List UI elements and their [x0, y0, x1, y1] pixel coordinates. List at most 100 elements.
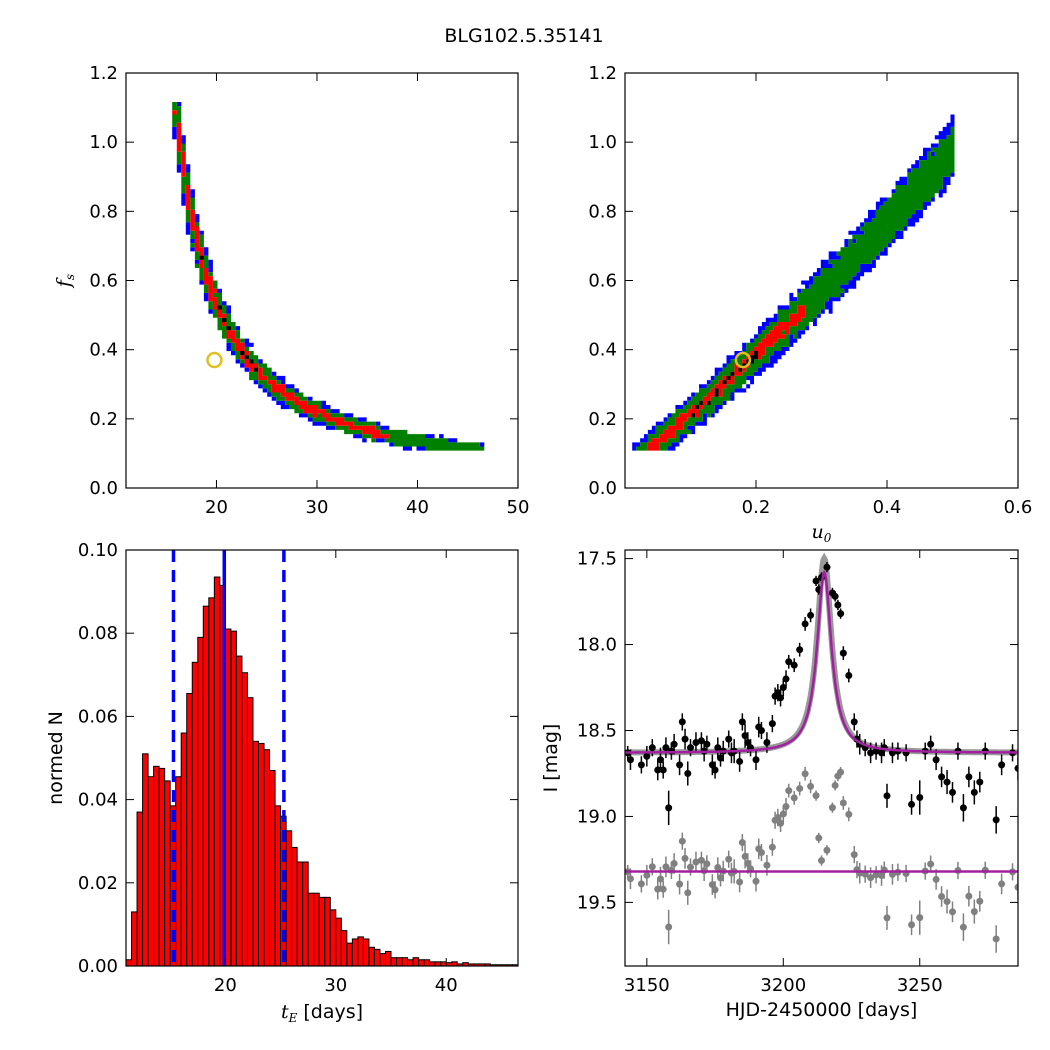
data-point [790, 661, 798, 669]
y-tick-label: 17.5 [577, 549, 617, 570]
histogram-bar [285, 830, 293, 967]
residual-point [659, 885, 667, 893]
data-point [998, 761, 1006, 769]
residual-point [744, 859, 752, 867]
residual-point [828, 804, 836, 812]
histogram-bar [412, 957, 420, 967]
residual-point [626, 875, 634, 883]
data-point [648, 744, 656, 752]
data-point [703, 740, 711, 748]
histogram-bar [418, 959, 425, 967]
data-point [714, 744, 722, 752]
x-tick-label: 0.6 [1004, 497, 1033, 518]
histogram-bar [158, 767, 166, 967]
y-axis-label: fs [53, 274, 77, 289]
residual-point [684, 889, 692, 897]
residual-point [763, 861, 771, 869]
data-point [823, 563, 831, 571]
histogram-bar [136, 811, 144, 967]
residual-point [818, 857, 825, 865]
panel-te-histogram: 20 30 40 0.00 0.02 0.04 0.06 0.08 0.10 normed N tE… [45, 540, 519, 1025]
residual-point [932, 875, 940, 883]
y-tick-label: 18.5 [577, 720, 617, 741]
residual-point [725, 855, 733, 863]
histogram-bar [274, 805, 282, 967]
x-tick-label: 30 [324, 975, 347, 996]
histogram-bar [384, 950, 392, 967]
residual-point [831, 781, 839, 789]
x-tick-label: 0.4 [873, 497, 902, 518]
histogram-bar [396, 957, 403, 967]
residual-point [938, 893, 946, 901]
residual-point [692, 858, 700, 866]
density-level2 [636, 126, 955, 451]
data-point [801, 620, 809, 628]
histogram-bar [230, 630, 237, 967]
data-point [708, 761, 716, 769]
data-point [959, 804, 967, 812]
histogram-bar [241, 672, 248, 967]
figure-title: BLG102.5.35141 [444, 25, 603, 47]
x-tick-label: 3250 [897, 975, 943, 996]
histogram-bar [357, 936, 364, 967]
data-point [916, 794, 924, 802]
residual-point [717, 874, 725, 882]
data-point [837, 610, 845, 618]
data-point [774, 689, 782, 697]
residual-point [908, 921, 916, 929]
residual-point [757, 849, 765, 857]
histogram-bar [180, 732, 188, 967]
data-point [867, 749, 875, 757]
data-point [938, 773, 946, 781]
residual-point [839, 799, 847, 807]
data-point [807, 611, 815, 619]
data-point [637, 761, 645, 769]
residual-point [774, 813, 782, 821]
histogram-bar [434, 961, 442, 967]
histogram-bar [197, 636, 204, 967]
histogram-bar [329, 909, 337, 967]
histogram-bar [362, 938, 370, 967]
data-point [665, 804, 673, 812]
residual-point [768, 843, 776, 851]
residual-point [665, 923, 673, 931]
residual-point [654, 885, 662, 893]
histogram-bar [246, 697, 254, 967]
residual-point [697, 856, 705, 864]
residual-point [681, 854, 689, 862]
data-point [744, 739, 752, 747]
histogram-bar [186, 693, 193, 967]
data-point [659, 766, 667, 774]
data-point [687, 744, 694, 752]
histogram-bar [340, 930, 348, 967]
histogram-bar [407, 959, 414, 967]
residual-point [998, 880, 1006, 888]
x-tick-label: 20 [205, 497, 228, 518]
data-point [927, 740, 935, 748]
x-tick-label: 40 [406, 497, 429, 518]
x-tick-label: 3150 [624, 975, 670, 996]
y-tick-label: 0.04 [78, 790, 118, 811]
residual-point [782, 802, 790, 810]
x-tick-label: 50 [507, 497, 530, 518]
data-point [741, 732, 749, 740]
density-level1 [172, 110, 390, 439]
residual-point [662, 863, 670, 871]
histogram-bar [335, 917, 342, 967]
y-tick-label: 1.0 [89, 132, 118, 153]
data-point [752, 756, 760, 764]
data-point [812, 577, 820, 585]
histogram-bar [346, 942, 353, 967]
data-point [976, 778, 984, 786]
residual-point [643, 871, 651, 879]
plot-frame [624, 549, 1019, 967]
y-tick-label: 1.2 [588, 63, 617, 84]
data-point [839, 649, 847, 657]
density-level2 [172, 102, 485, 451]
histogram-bar [175, 776, 182, 967]
data-point [662, 744, 670, 752]
residual-point [883, 914, 891, 922]
data-point [681, 735, 689, 743]
data-point [757, 726, 765, 734]
residual-point [965, 892, 973, 900]
